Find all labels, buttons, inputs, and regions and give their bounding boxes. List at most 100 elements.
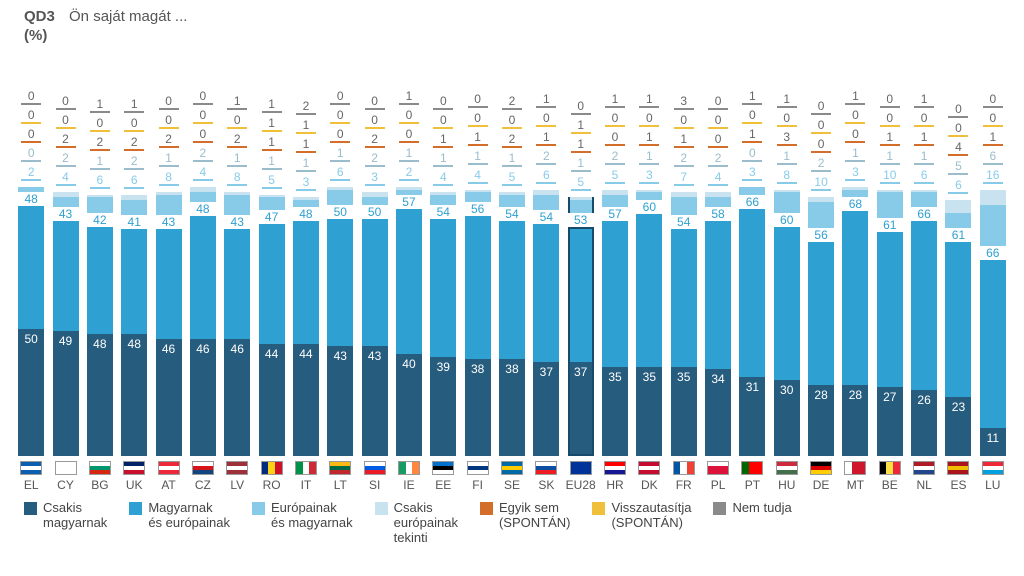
seg-eur_nat [774,192,800,212]
value-none: 0 [708,132,728,148]
value-eur_nat: 2 [21,165,41,181]
chart-header: QD3 Ön saját magát ... (%) [0,0,1024,44]
seg-eur_nat [739,187,765,195]
value-eur_only: 2 [811,156,831,172]
top-values: 11115 [254,97,288,192]
seg-eur_nat [945,213,971,228]
bar-stack: 6127 [873,190,907,456]
value-eur_nat: 6 [536,168,556,184]
value-dk: 1 [605,92,625,108]
top-values: 00456 [941,102,975,197]
seg-nat-eur [499,221,525,359]
seg-nat-eur [396,209,422,354]
value-refuse: 0 [605,111,625,127]
seg-nat-only: 35 [636,367,662,456]
seg-eur_nat [636,192,662,200]
value-eur_nat: 7 [674,170,694,186]
country-code: DE [813,478,830,492]
value-eur_nat: 6 [330,165,350,181]
bar-stack: 5437 [529,190,563,456]
label-nat-eur: 48 [196,202,209,216]
value-refuse: 0 [193,108,213,124]
value-none: 1 [433,132,453,148]
value-eur_nat: 6 [124,173,144,189]
value-dk: 0 [708,94,728,110]
country-code: FR [676,478,692,492]
value-eur_only: 6 [983,149,1003,165]
value-none: 2 [365,132,385,148]
top-values: 10216 [83,97,117,192]
value-dk: 3 [674,94,694,110]
value-refuse: 0 [502,113,522,129]
legend-swatch [375,502,388,515]
value-none: 2 [159,132,179,148]
bar-stack: 6123 [941,200,975,456]
legend-label: Európainakés magyarnak [271,500,353,530]
label-nat-eur: 56 [471,202,484,216]
value-dk: 2 [502,94,522,110]
value-eur_nat: 5 [605,168,625,184]
label-nat-eur: 54 [677,215,690,229]
label-nat-eur: 42 [93,213,106,227]
label-nat-eur: 60 [780,213,793,227]
flag-HR [604,461,626,475]
value-eur_nat: 4 [56,170,76,186]
seg-nat-eur [808,242,834,385]
bar-stack: 6828 [838,187,872,456]
country-code: SI [369,478,380,492]
value-none: 2 [124,135,144,151]
seg-nat-eur [18,206,44,328]
legend-label: Csakismagyarnak [43,500,107,530]
value-refuse: 0 [777,111,797,127]
seg-eur_nat [465,192,491,202]
value-none: 1 [262,135,282,151]
flag-FR [673,461,695,475]
label-nat-eur: 47 [265,210,278,224]
country-column-DE: 0002105628DE [804,99,838,492]
flag-SE [501,461,523,475]
value-none: 0 [21,127,41,143]
seg-nat-eur [327,219,353,347]
seg-eur_nat [602,195,628,208]
flag-LU [982,461,1004,475]
bar-stack: 5439 [426,192,460,456]
country-column-MT: 100136828MT [838,89,872,492]
value-eur_nat: 2 [399,165,419,181]
label-nat-eur: 54 [505,207,518,221]
bar-stack: 4846 [186,187,220,456]
value-dk: 1 [227,94,247,110]
country-code: IT [301,478,312,492]
country-code: EL [24,478,39,492]
country-column-PT: 101036631PT [735,89,769,492]
top-values: 001616 [976,92,1010,187]
seg-nat-eur [224,229,250,339]
value-refuse: 0 [124,116,144,132]
value-refuse: 0 [536,111,556,127]
value-eur_nat: 3 [639,168,659,184]
seg-nat-eur [671,229,697,367]
seg-nat-eur [430,219,456,357]
label-nat-eur: 57 [402,195,415,209]
flag-PL [707,461,729,475]
seg-eur_nat [705,197,731,207]
country-code: CZ [195,478,211,492]
seg-nat-only: 44 [293,344,319,456]
value-none: 4 [948,140,968,156]
top-values: 00024 [186,89,220,184]
top-values: 000210 [804,99,838,194]
seg-eur_nat [533,195,559,210]
seg-nat-eur [911,221,937,389]
top-values: 10103 [735,89,769,184]
seg-eur_nat [362,197,388,205]
seg-eur_nat [87,197,113,212]
country-column-LU: 0016166611LU [976,92,1010,492]
seg-nat-only: 28 [842,385,868,456]
value-eur_nat: 4 [433,170,453,186]
value-eur_only: 1 [433,151,453,167]
value-dk: 0 [365,94,385,110]
country-code: PL [711,478,726,492]
value-none: 1 [536,130,556,146]
flag-BE [879,461,901,475]
flag-HU [776,461,798,475]
country-column-HU: 103186030HU [770,92,804,492]
